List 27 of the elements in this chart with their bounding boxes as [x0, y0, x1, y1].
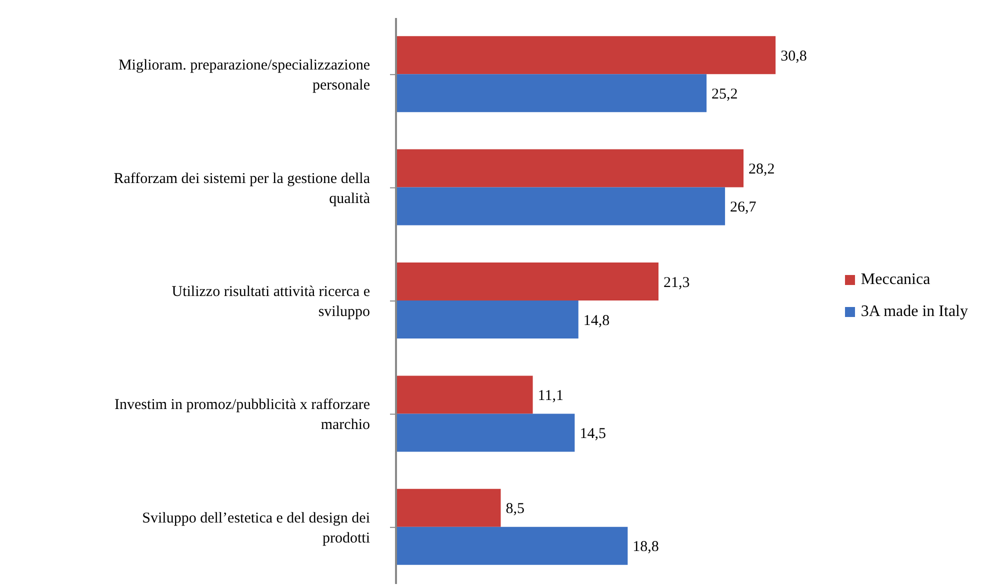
data-label: 8,5 — [506, 501, 524, 518]
bar — [396, 300, 578, 339]
bar — [396, 149, 744, 188]
bar — [396, 414, 575, 452]
bar — [396, 262, 658, 301]
data-label: 11,1 — [538, 388, 564, 404]
data-label: 21,3 — [663, 274, 690, 291]
legend-label: 3A made in Italy — [860, 302, 968, 322]
y-tick-label: Miglioram. preparazione/specializzazione personale — [118, 58, 370, 94]
data-label: 28,2 — [748, 162, 775, 178]
legend-label: Meccanica — [860, 270, 930, 290]
bar — [396, 376, 533, 414]
data-label: 14,5 — [580, 426, 606, 442]
data-label: 30,8 — [780, 48, 807, 64]
bar — [396, 74, 707, 112]
bar — [396, 488, 501, 527]
data-label: 25,2 — [712, 86, 738, 102]
y-tick-label: Utilizzo risultati attività ricerca e sviluppo — [172, 284, 370, 320]
y-tick-label: Sviluppo dell’estetica e del design dei prodotti — [142, 510, 370, 546]
y-tick-label: Investim in promoz/pubblicità x rafforzare marchio — [114, 397, 370, 434]
bar — [396, 36, 776, 74]
data-label: 14,8 — [583, 312, 610, 329]
bar — [396, 526, 628, 565]
data-label: 26,7 — [730, 200, 757, 216]
data-label: 18,8 — [632, 539, 659, 556]
y-tick-label: Rafforzam dei sistemi per la gestione della qualità — [114, 170, 370, 207]
bar — [396, 187, 726, 226]
